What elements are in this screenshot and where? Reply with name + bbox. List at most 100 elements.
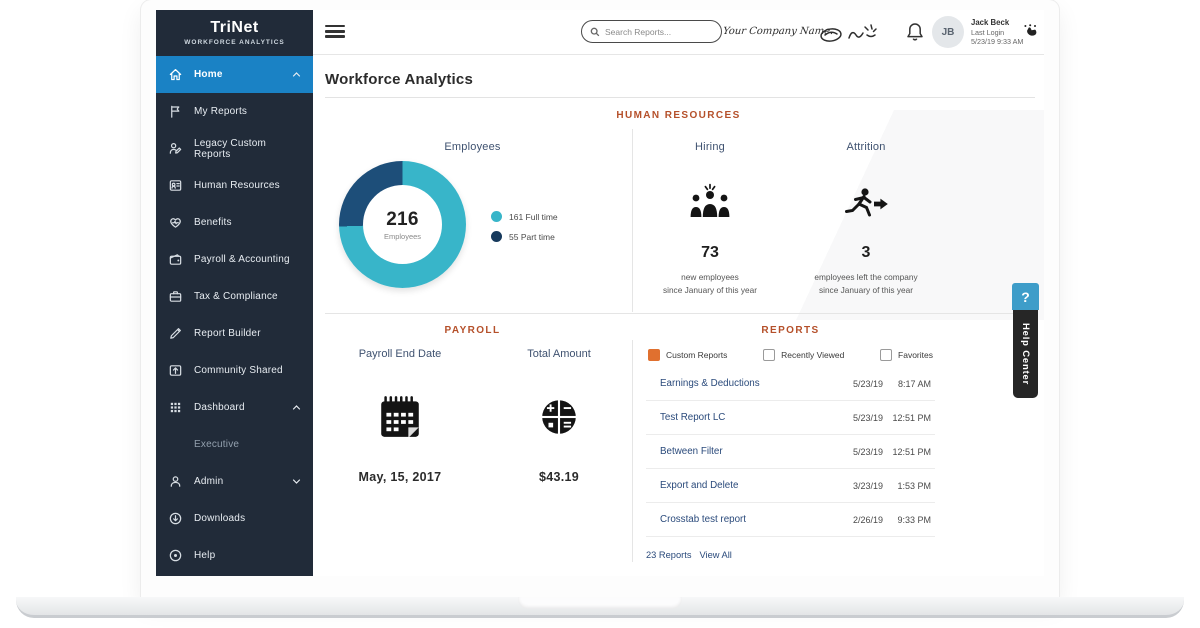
sidebar-item-home[interactable]: Home <box>156 56 313 93</box>
filter-recently-viewed[interactable]: Recently Viewed <box>763 349 844 361</box>
sidebar-item-label: Payroll & Accounting <box>194 254 290 265</box>
checkbox-checked-icon[interactable] <box>648 349 660 361</box>
legend-item-part-time[interactable]: 55 Part time <box>491 231 558 242</box>
notifications-bell-icon[interactable] <box>905 21 925 43</box>
payroll-heading: PAYROLL <box>444 325 501 336</box>
avatar[interactable]: JB <box>932 16 964 48</box>
sidebar-item-payroll-accounting[interactable]: Payroll & Accounting <box>156 241 313 278</box>
sidebar-item-label: Community Shared <box>194 365 283 376</box>
report-date: 5/23/19 <box>852 378 883 389</box>
heart-icon <box>168 215 184 231</box>
human-resources-heading: HUMAN RESOURCES <box>616 110 741 121</box>
payroll-end-date-card: Payroll End Date <box>330 348 470 484</box>
download-icon <box>168 511 184 527</box>
report-time: 1:53 PM <box>897 480 931 491</box>
report-time: 12:51 PM <box>892 446 931 457</box>
sidebar-item-label: My Reports <box>194 106 248 117</box>
report-row[interactable]: Between Filter 5/23/19 12:51 PM <box>646 435 935 469</box>
employees-total-label: Employees <box>383 231 422 241</box>
sidebar-item-label: Benefits <box>194 217 232 228</box>
hamburger-menu-icon[interactable] <box>325 25 345 39</box>
legend-item-full-time[interactable]: 161 Full time <box>491 211 558 222</box>
briefcase-icon <box>168 289 184 305</box>
payroll-end-date-value: May, 15, 2017 <box>358 470 442 484</box>
sidebar-item-help[interactable]: Help <box>156 537 313 574</box>
sidebar-item-label: Report Builder <box>194 328 261 339</box>
main-content: Workforce Analytics HUMAN RESOURCES Empl… <box>313 55 1044 576</box>
report-row[interactable]: Export and Delete 3/23/19 1:53 PM <box>646 469 935 503</box>
report-date: 2/26/19 <box>852 514 883 525</box>
chevron-up-icon <box>292 404 301 411</box>
attrition-title: Attrition <box>846 141 886 153</box>
user-name: Jack Beck <box>971 18 1010 27</box>
sidebar-item-human-resources[interactable]: Human Resources <box>156 167 313 204</box>
sidebar-item-report-builder[interactable]: Report Builder <box>156 315 313 352</box>
hiring-people-icon <box>632 180 788 230</box>
flag-icon <box>168 104 184 120</box>
report-name[interactable]: Earnings & Deductions <box>660 378 760 389</box>
help-question-badge[interactable]: ? <box>1012 283 1039 310</box>
attrition-caption-1: employees left the company <box>814 272 918 282</box>
calculator-circle-icon <box>489 392 629 442</box>
sidebar-nav: Home My Reports Legacy Custom Reports Hu… <box>156 56 313 574</box>
brand-logo[interactable]: TriNet WORKFORCE ANALYTICS <box>156 10 327 52</box>
search-icon <box>590 27 600 36</box>
sidebar-item-legacy-custom-reports[interactable]: Legacy Custom Reports <box>156 130 313 167</box>
sidebar-item-admin[interactable]: Admin <box>156 463 313 500</box>
divider <box>632 129 633 312</box>
chevron-down-icon <box>292 478 301 485</box>
sidebar-item-benefits[interactable]: Benefits <box>156 204 313 241</box>
report-name[interactable]: Test Report LC <box>660 412 726 423</box>
employees-donut-chart[interactable]: 216 Employees <box>339 161 466 288</box>
sidebar: TriNet WORKFORCE ANALYTICS Home My Repor… <box>156 10 327 576</box>
donut-center: 216 Employees <box>363 185 442 264</box>
user-info[interactable]: Jack Beck Last Login 5/23/19 9:33 AM <box>971 18 1023 46</box>
filter-favorites[interactable]: Favorites <box>880 349 933 361</box>
home-icon <box>168 67 184 83</box>
divider <box>325 313 1035 314</box>
checkbox-icon[interactable] <box>880 349 893 361</box>
last-login-time: 5/23/19 9:33 AM <box>971 36 1024 46</box>
report-name[interactable]: Crosstab test report <box>660 514 747 525</box>
checkbox-icon[interactable] <box>763 349 776 361</box>
wallet-icon <box>168 252 184 268</box>
reports-heading: REPORTS <box>761 325 820 336</box>
search-box[interactable] <box>581 20 722 43</box>
sidebar-item-my-reports[interactable]: My Reports <box>156 93 313 130</box>
report-date: 5/23/19 <box>852 446 883 457</box>
report-time: 12:51 PM <box>892 412 931 423</box>
sidebar-item-community-shared[interactable]: Community Shared <box>156 352 313 389</box>
report-name[interactable]: Export and Delete <box>660 480 739 491</box>
app-screen: TriNet WORKFORCE ANALYTICS Home My Repor… <box>156 10 1044 576</box>
sidebar-item-tax-compliance[interactable]: Tax & Compliance <box>156 278 313 315</box>
pencil-icon <box>168 326 184 342</box>
chevron-up-icon <box>292 71 301 78</box>
sidebar-item-executive[interactable]: Executive <box>156 426 313 463</box>
total-amount-card: Total Amount $43.19 <box>489 348 629 484</box>
search-input[interactable] <box>605 26 713 37</box>
report-row[interactable]: Crosstab test report 2/26/19 9:33 PM <box>646 503 935 537</box>
share-box-icon <box>168 363 184 379</box>
sidebar-item-label: Tax & Compliance <box>194 291 278 302</box>
employees-title: Employees <box>444 141 501 153</box>
user-edit-icon <box>168 141 184 157</box>
help-center-tab[interactable]: Help Center <box>1013 310 1038 398</box>
reports-footer: 23 Reports View All <box>646 550 732 560</box>
id-card-icon <box>168 178 184 194</box>
hiring-caption-2: since January of this year <box>662 284 758 295</box>
brand-tagline: WORKFORCE ANALYTICS <box>184 39 285 46</box>
sidebar-item-dashboard[interactable]: Dashboard <box>156 389 313 426</box>
report-row[interactable]: Test Report LC 5/23/19 12:51 PM <box>646 401 935 435</box>
sidebar-item-label: Legacy Custom Reports <box>194 137 267 160</box>
view-all-link[interactable]: View All <box>699 550 732 560</box>
reports-table: Earnings & Deductions 5/23/19 8:17 AM Te… <box>646 367 935 537</box>
report-name[interactable]: Between Filter <box>660 446 723 457</box>
divider <box>325 97 1035 98</box>
hiring-title: Hiring <box>695 141 725 153</box>
sidebar-item-downloads[interactable]: Downloads <box>156 500 313 537</box>
grid-icon <box>168 400 184 416</box>
filter-custom-reports[interactable]: Custom Reports <box>648 349 727 361</box>
report-row[interactable]: Earnings & Deductions 5/23/19 8:17 AM <box>646 367 935 401</box>
touch-pointer-icon[interactable] <box>1022 23 1039 45</box>
hiring-card: Hiring 73 new employees since January of… <box>632 141 788 297</box>
